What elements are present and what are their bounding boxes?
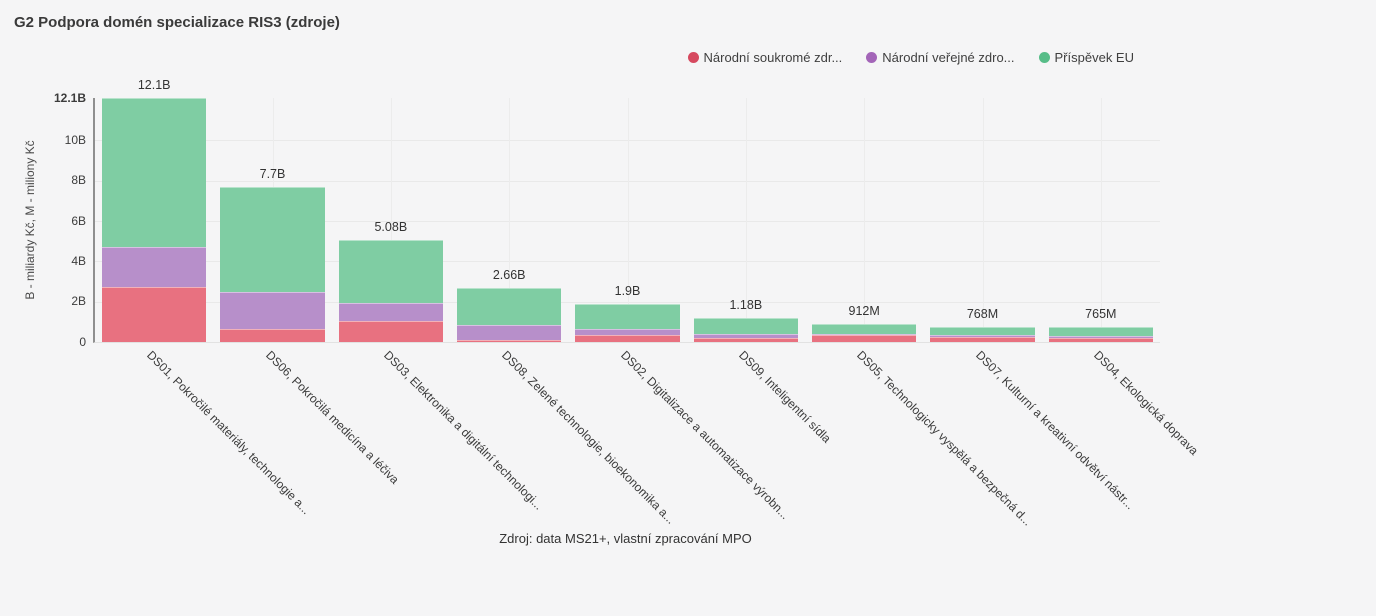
source-caption: Zdroj: data MS21+, vlastní zpracování MP… xyxy=(499,531,752,546)
legend-item-label: Národní soukromé zdr... xyxy=(703,50,843,65)
bar-segment-prispevek-eu[interactable] xyxy=(338,239,443,304)
stacked-bar[interactable] xyxy=(693,318,798,342)
x-category-label: DS09, Inteligentní sídla xyxy=(735,348,834,446)
stacked-bar[interactable] xyxy=(812,323,917,342)
bar-segment-prispevek-eu[interactable] xyxy=(693,318,798,334)
y-tick-label: 8B xyxy=(71,173,86,188)
bar-segment-narodni-verejne[interactable] xyxy=(338,303,443,321)
stacked-bar[interactable] xyxy=(575,303,680,342)
bar-band: 912M xyxy=(805,98,923,342)
stacked-bar[interactable] xyxy=(338,239,443,342)
bar-segment-narodni-soukrome[interactable] xyxy=(1048,337,1153,342)
legend-item-narodni-verejne[interactable]: Národní veřejné zdro... xyxy=(866,50,1015,65)
legend-item-label: Národní veřejné zdro... xyxy=(882,50,1015,65)
bar-total-label: 912M xyxy=(848,303,880,318)
bar-segment-narodni-soukrome[interactable] xyxy=(575,335,680,342)
stacked-bar[interactable] xyxy=(1048,326,1153,342)
bar-segment-prispevek-eu[interactable] xyxy=(930,326,1035,336)
legend-dot-icon xyxy=(866,52,878,63)
y-axis-title: B - miliardy Kč, M - miliony Kč xyxy=(23,140,37,300)
plot-area: 12.1B 7.7B 5.08B 2.66B 1.9B 1.18B 912M 768M 765M xyxy=(93,78,1160,343)
bar-band: 765M xyxy=(1042,98,1160,342)
bar-band: 1.18B xyxy=(687,98,805,342)
vertical-gridline xyxy=(627,98,629,342)
bar-total-label: 7.7B xyxy=(259,166,286,181)
bar-segment-prispevek-eu[interactable] xyxy=(575,303,680,329)
legend-dot-icon xyxy=(687,52,699,63)
bar-total-label: 768M xyxy=(966,306,999,321)
vertical-gridline xyxy=(509,98,511,342)
bar-total-label: 1.9B xyxy=(614,283,641,298)
bar-segment-narodni-verejne[interactable] xyxy=(457,325,562,340)
vertical-gridline xyxy=(390,98,392,342)
bar-total-label: 1.18B xyxy=(729,298,763,313)
legend: Národní soukromé zdr... Národní veřejné z… xyxy=(687,50,1134,65)
bar-segment-narodni-verejne[interactable] xyxy=(220,291,325,329)
y-tick-label: 2B xyxy=(71,294,86,309)
y-tick-label: 4B xyxy=(71,253,86,268)
legend-item-label: Příspěvek EU xyxy=(1054,50,1134,65)
x-category-label: DS06, Pokročilá medicína a léčiva xyxy=(262,348,402,487)
vertical-gridline xyxy=(745,98,747,342)
y-tick-label: 10B xyxy=(64,132,86,147)
bar-band: 2.66B xyxy=(450,98,568,342)
bar-segment-narodni-verejne[interactable] xyxy=(693,333,798,338)
chart-title: G2 Podpora domén specializace RIS3 (zdro… xyxy=(14,14,340,31)
bar-band: 5.08B xyxy=(332,98,450,342)
legend-item-prispevek-eu[interactable]: Příspěvek EU xyxy=(1038,50,1134,65)
y-tick-label: 0 xyxy=(79,334,86,349)
bar-band: 12.1B xyxy=(95,78,213,342)
bar-segment-prispevek-eu[interactable] xyxy=(220,186,325,292)
stacked-bar[interactable] xyxy=(102,98,207,342)
bar-segment-narodni-verejne[interactable] xyxy=(812,334,917,336)
bar-segment-narodni-soukrome[interactable] xyxy=(930,337,1035,342)
bar-segment-narodni-soukrome[interactable] xyxy=(102,286,207,342)
legend-item-narodni-soukrome[interactable]: Národní soukromé zdr... xyxy=(687,50,843,65)
bar-segment-prispevek-eu[interactable] xyxy=(102,98,207,248)
bar-segment-narodni-soukrome[interactable] xyxy=(693,337,798,342)
y-tick-label: 12.1B xyxy=(53,90,86,105)
vertical-gridline xyxy=(864,98,866,342)
bar-segment-narodni-soukrome[interactable] xyxy=(338,320,443,342)
bar-segment-narodni-verejne[interactable] xyxy=(1048,335,1153,338)
bar-band: 768M xyxy=(923,98,1041,342)
bar-total-label: 5.08B xyxy=(374,219,408,234)
bar-segment-narodni-verejne[interactable] xyxy=(575,328,680,336)
bar-total-label: 2.66B xyxy=(492,268,526,283)
bar-segment-narodni-soukrome[interactable] xyxy=(220,328,325,342)
x-category-label: DS04, Ekologická doprava xyxy=(1090,348,1201,458)
bar-segment-prispevek-eu[interactable] xyxy=(1048,326,1153,336)
bar-total-label: 12.1B xyxy=(137,78,171,92)
stacked-bar[interactable] xyxy=(220,186,325,342)
bar-segment-narodni-soukrome[interactable] xyxy=(812,335,917,342)
bar-segment-prispevek-eu[interactable] xyxy=(812,323,917,335)
bar-segment-narodni-verejne[interactable] xyxy=(930,335,1035,338)
stacked-bar[interactable] xyxy=(457,288,562,342)
bar-segment-prispevek-eu[interactable] xyxy=(457,288,562,326)
vertical-gridline xyxy=(1100,98,1102,342)
stacked-bar[interactable] xyxy=(930,326,1035,342)
bar-segment-narodni-verejne[interactable] xyxy=(102,247,207,287)
legend-dot-icon xyxy=(1038,52,1050,63)
y-tick-label: 6B xyxy=(71,213,86,228)
bar-segment-narodni-soukrome[interactable] xyxy=(457,339,562,342)
bar-band: 7.7B xyxy=(213,98,331,342)
bar-band: 1.9B xyxy=(568,98,686,342)
bar-total-label: 765M xyxy=(1085,306,1117,321)
vertical-gridline xyxy=(982,98,984,342)
